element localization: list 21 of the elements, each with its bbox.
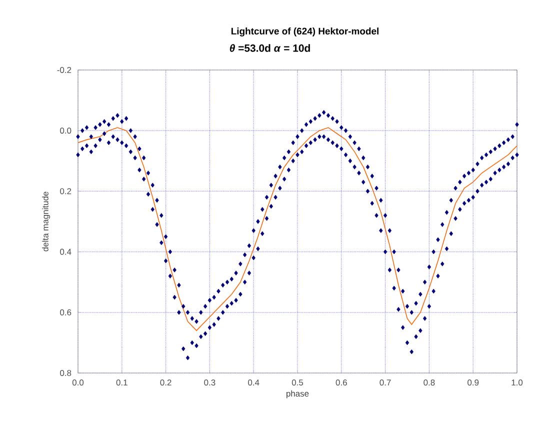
y-tick-label: 0.0 bbox=[60, 128, 72, 134]
x-tick-label: 0.9 bbox=[468, 380, 479, 386]
chart-title: Lightcurve of (624) Hektor-model bbox=[231, 28, 378, 36]
x-tick-label: 0.6 bbox=[336, 380, 347, 386]
x-tick-label: 0.5 bbox=[292, 380, 304, 386]
y-tick-label: -0.2 bbox=[57, 67, 72, 73]
x-axis-title: phase bbox=[286, 390, 309, 398]
y-tick-label: 0.6 bbox=[60, 309, 72, 316]
y-tick-label: 0.2 bbox=[60, 188, 72, 194]
y-tick-label: 0.4 bbox=[60, 248, 72, 255]
chart-subtitle: θ =53.0d α = 10d bbox=[230, 44, 310, 52]
x-tick-label: 0.3 bbox=[204, 380, 216, 386]
x-tick-label: 0.7 bbox=[380, 380, 391, 386]
y-axis-title: delta magnitude bbox=[42, 192, 50, 252]
x-tick-label: 0.8 bbox=[424, 380, 435, 386]
y-tick-label: 0.8 bbox=[60, 370, 72, 376]
x-tick-label: 0.1 bbox=[116, 380, 128, 386]
x-tick-label: 0.2 bbox=[160, 380, 172, 386]
x-tick-label: 0.0 bbox=[72, 380, 84, 386]
x-tick-label: 0.4 bbox=[248, 380, 260, 386]
x-tick-label: 1.0 bbox=[512, 380, 523, 386]
